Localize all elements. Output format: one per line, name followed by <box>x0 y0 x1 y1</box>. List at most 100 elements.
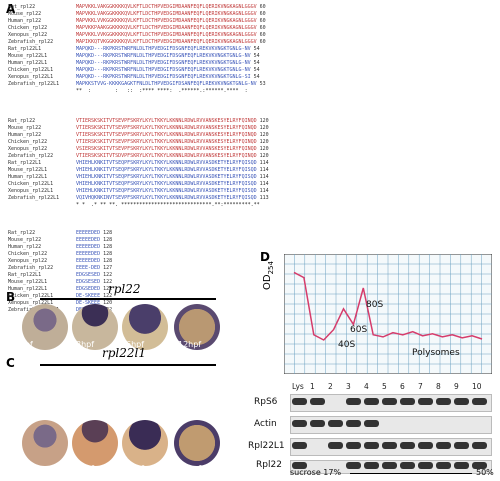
peak-60s: 60S <box>350 325 368 335</box>
alignment-row: Rat_rpl22L1 EDGSESED 122 <box>8 272 112 279</box>
peak-80s: 80S <box>366 300 384 310</box>
alignment-row: Chicken_rpl22 MAPVKKPAAKGGKKKKQVLKFTLDCTH… <box>8 25 266 32</box>
alignment-row: Rat_rpl22L1 MAPQKD---RKPKRSTWRFNLDLTHPVED… <box>8 46 266 53</box>
alignment-sequence: MAPVKKPAAKGGKKKKQVLKFTLDCTHPVEDGIMDAANFE… <box>76 25 257 31</box>
alignment-sequence: VTIERSKSKITVTSEVPFSKRYLKYLTKKYLKKNNLRDWL… <box>76 125 257 131</box>
blot-band <box>436 462 451 469</box>
alignment-name: Human_rpl22 <box>8 244 42 250</box>
embryo-b-3 <box>122 304 168 350</box>
lane-label: 10 <box>472 382 482 391</box>
alignment-sequence: DE-SKEEE <box>76 293 101 299</box>
blot-band <box>436 442 451 449</box>
alignment-row: Chicken_rpl22L1 MAPQKD---RKPKRSTWRFNLDLTH… <box>8 67 266 74</box>
alignment-row: Xenopus_rpl22 EEEEEDED 128 <box>8 258 112 265</box>
panel-label-a: A <box>6 2 16 16</box>
blot-band <box>364 442 379 449</box>
alignment-position: 54 <box>253 67 260 73</box>
alignment-sequence: MAPQKD---RKPKRSTWRFNLDLTHPVEDGIFDSGNFEQF… <box>76 46 251 52</box>
alignment-sequence: MAPVKKLVAKGGKKKKQVLKFTLDCTHPVEDGIMDAANFE… <box>76 4 257 10</box>
lane-label: 6 <box>400 382 405 391</box>
alignment-sequence: MAPVKKLVVKGGKKKKQVLKFTLDCTHPVEDGIMDAANFE… <box>76 18 257 24</box>
alignment-name: Zebrafish_rpl22L1 <box>8 195 60 201</box>
alignment-position: 128 <box>103 258 113 264</box>
alignment-sequence: EDGSESED <box>76 279 101 285</box>
stage-c-1: 0.75hpf <box>2 464 33 473</box>
alignment-name: Chicken_rpl22L1 <box>8 293 54 299</box>
lane-label: 7 <box>418 382 423 391</box>
blot-band <box>346 462 361 469</box>
alignment-sequence: VHIEHLKNKITVTSEQPFSKRYLKYLTKKYLKKNNLRDWL… <box>76 174 257 180</box>
alignment-name: Human_rpl22L1 <box>8 174 48 180</box>
alignment-position: 120 <box>259 139 269 145</box>
blot-band <box>328 420 343 427</box>
embryo-b-4 <box>174 304 220 350</box>
alignment-name: Human_rpl22 <box>8 18 42 24</box>
alignment-position: 122 <box>103 272 113 278</box>
alignment-position: 54 <box>253 46 260 52</box>
alignment-position: 114 <box>259 167 269 173</box>
stage-b-4: 12hpf <box>178 340 202 349</box>
alignment-position: 113 <box>259 195 269 201</box>
blot-label-actin: Actin <box>254 419 277 429</box>
alignment-position: 60 <box>259 18 266 24</box>
blot-band <box>436 398 451 405</box>
stage-b-3: 6hpf <box>126 340 145 349</box>
alignment-row: Chicken_rpl22L1 DE-SKEEE 122 <box>8 293 112 300</box>
alignment-name: Mouse_rpl22L1 <box>8 279 48 285</box>
alignment-name: Human_rpl22 <box>8 132 42 138</box>
alignment-row: Rat_rpl22 VTIERSKSKITVTSEVPFSKRYLKYLTKKYL… <box>8 118 269 125</box>
alignment-row: Xenopus_rpl22 MAPVKKLVVKGGKKKKQVLKFTLDCTH… <box>8 32 266 39</box>
alignment-sequence: VTIERSKSKITVTSEVPFSKRYLKYLTKKYLKKNNLRDWL… <box>76 132 257 138</box>
alignment-position: 120 <box>259 118 269 124</box>
alignment-row: Xenopus_rpl22L1 VHIEHLKNKITVTSEQPFSKRYLKY… <box>8 188 269 195</box>
blot-band <box>346 442 361 449</box>
lane-label: 3 <box>346 382 351 391</box>
alignment-position: 114 <box>259 188 269 194</box>
alignment-sequence: VTIERSKSKITVTSDVPFSKRYLKYLTKKYLKKNNLRDWL… <box>76 153 257 159</box>
alignment-name: Xenopus_rpl22 <box>8 32 48 38</box>
alignment-row: Mouse_rpl22L1 VHIEHLKNKITVTSEQPFSKRYLKYLT… <box>8 167 269 174</box>
blot-band <box>472 442 487 449</box>
alignment-row: Human_rpl22L1 MAPQKD---RKPKRSTWRFNLDLTHPV… <box>8 60 266 67</box>
embryo-c-2 <box>72 420 118 466</box>
alignment-name: Zebrafish_rpl22 <box>8 39 54 45</box>
blot-band <box>400 398 415 405</box>
lane-label: 5 <box>382 382 387 391</box>
alignment-sequence: EEEEEDED <box>76 258 101 264</box>
stage-c-4: 12hpf <box>178 464 202 473</box>
alignment-row: Chicken_rpl22 VTIERSKSKITVTSEVPFSKRYLKYLT… <box>8 139 269 146</box>
alignment-name: Chicken_rpl22L1 <box>8 181 54 187</box>
lane-label: Lys <box>292 382 304 391</box>
alignment-sequence: VHIEHLKNKITVTSEQPFSKRYLKYLTKKYLKKNNLRDWL… <box>76 181 257 187</box>
alignment-sequence: MAPIKKQTVKGGKKKKQVLKFTLDCTHPVEDGIMDAANFE… <box>76 39 257 45</box>
alignment-position: 127 <box>103 265 113 271</box>
alignment-sequence: MAPQKD---RKPKRSTWRFNLDLTHPVEDGIFDSGNFEQF… <box>76 74 251 80</box>
alignment-row: Zebrafish_rpl22L1 MAPKKSTVVG-KKKKGAGKTFNL… <box>8 81 266 88</box>
alignment-block-1: Rat_rpl22 MAPVKKLVAKGGKKKKQVLKFTLDCTHPVED… <box>8 4 266 95</box>
alignment-row: Zebrafish_rpl22 EEEE-DED 127 <box>8 265 112 272</box>
blot-band <box>292 398 307 405</box>
alignment-position: 122 <box>103 286 113 292</box>
blot-band <box>472 398 487 405</box>
alignment-name: Zebrafish_rpl22 <box>8 153 54 159</box>
blot-band <box>346 420 361 427</box>
alignment-row: Human_rpl22 EEEEEDED 128 <box>8 244 112 251</box>
alignment-sequence: VHIEHLKNKITVTSEQPFSKRYLKYLTKKYLKKNNLRDWL… <box>76 188 257 194</box>
alignment-position: 60 <box>259 25 266 31</box>
alignment-row: Rat_rpl22L1 VHIEHLKNKITVTSEQPFSKRYLKYLTKK… <box>8 160 269 167</box>
alignment-position: 114 <box>259 181 269 187</box>
panel-b-gene: rpl22 <box>108 282 141 296</box>
alignment-row: Mouse_rpl22L1 MAPQKD---RKPKRSTWRFNLDLTHPV… <box>8 53 266 60</box>
alignment-row: Mouse_rpl22 MAPVKKLVAKGGKKKKQVLKFTLDCTHPV… <box>8 11 266 18</box>
alignment-row: Zebrafish_rpl22 MAPIKKQTVKGGKKKKQVLKFTLDC… <box>8 39 266 46</box>
alignment-consensus: ** : : :: :**** ****: .******.:******.**… <box>76 88 248 94</box>
alignment-name: Chicken_rpl22 <box>8 25 48 31</box>
od254-trace <box>293 271 483 341</box>
alignment-name: Mouse_rpl22 <box>8 237 42 243</box>
alignment-sequence: VSIERSKSKITVTSEVPFSKRYLKYLTKKYLKKNNLRDWL… <box>76 146 257 152</box>
alignment-name: Mouse_rpl22L1 <box>8 167 48 173</box>
alignment-sequence: VTIERSKSKITVTSEVPFSKRYLKYLTKKYLKKNNLRDWL… <box>76 139 257 145</box>
blot-band <box>310 398 325 405</box>
alignment-position: 114 <box>259 160 269 166</box>
blot-band <box>292 442 307 449</box>
